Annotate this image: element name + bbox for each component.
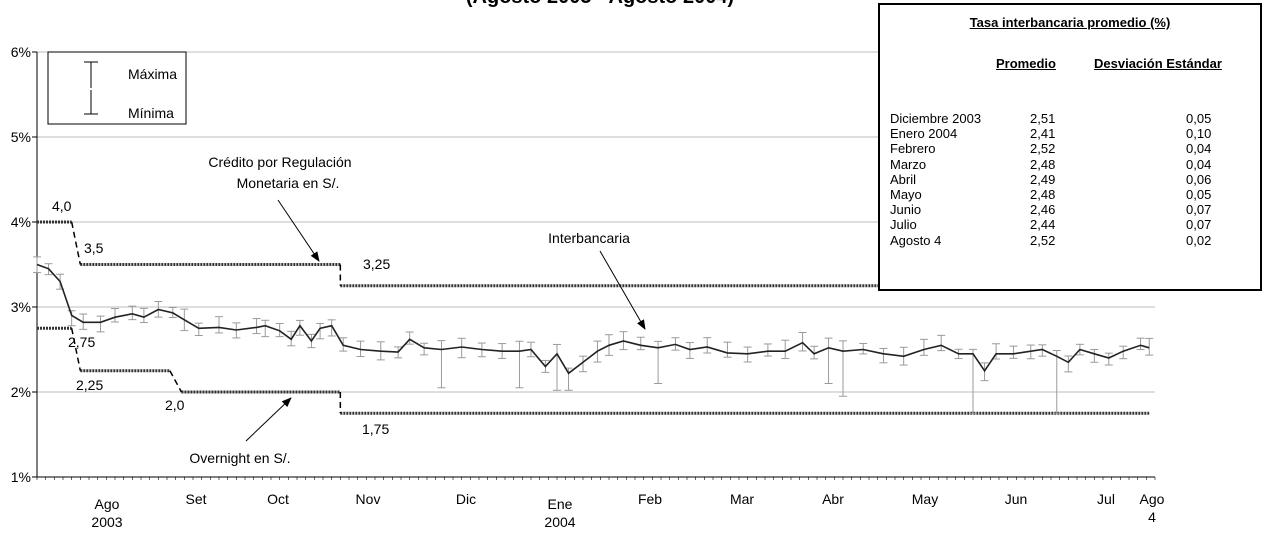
table-cell-mes: Diciembre 2003	[890, 111, 982, 126]
x-tick-sublabel: 2003	[91, 514, 122, 530]
label-credito-line2: Monetaria en S/.	[237, 175, 340, 191]
table-row: Marzo 2,48 0,04	[890, 157, 1250, 172]
table-cell-desviacion: 0,05	[1186, 186, 1212, 202]
step-connector	[169, 370, 183, 393]
x-tick-label: Ene	[548, 496, 573, 512]
table-cell-promedio: 2,44	[1030, 217, 1056, 233]
x-tick-label: Abr	[822, 491, 844, 507]
x-tick-label: Ago	[1140, 491, 1165, 507]
label-3-25: 3,25	[363, 256, 390, 272]
x-tick-label: Nov	[356, 491, 381, 507]
x-tick-label: Oct	[267, 491, 289, 507]
arrow-overnight	[245, 397, 292, 442]
y-tick-labels: 1% 2% 3% 4% 5% 6%	[11, 44, 31, 485]
series-overnight	[37, 326, 1150, 415]
table-row: Enero 2004 2,41 0,10	[890, 126, 1250, 141]
table-cell-desviacion: 0,04	[1186, 141, 1212, 157]
table-row: Mayo 2,48 0,05	[890, 187, 1250, 202]
y-tick-label: 4%	[11, 214, 31, 230]
label-2-0: 2,0	[165, 397, 185, 413]
x-tick-label: Jul	[1097, 491, 1115, 507]
label-overnight: Overnight en S/.	[189, 450, 290, 466]
series-interbancaria	[33, 256, 1154, 414]
table-cell-mes: Enero 2004	[890, 126, 958, 142]
table-row: Abril 2,49 0,06	[890, 172, 1250, 187]
label-2-25: 2,25	[76, 377, 103, 393]
table-cell-mes: Marzo	[890, 156, 927, 172]
table-cell-promedio: 2,48	[1030, 186, 1056, 202]
annotations-layer: 4,0 3,5 3,25 2,75 2,25 2,0 1,75 Crédito por Reg…	[52, 154, 646, 466]
step-connector	[70, 328, 82, 371]
table-cell-desviacion: 0,06	[1186, 171, 1212, 187]
step-connector	[70, 221, 82, 265]
table-cell-mes: Julio	[890, 217, 917, 233]
y-tick-label: 3%	[11, 299, 31, 315]
table-cell-promedio: 2,52	[1030, 232, 1056, 248]
label-4-0: 4,0	[52, 198, 72, 214]
table-cell-promedio: 2,52	[1030, 141, 1056, 157]
table-cell-promedio: 2,51	[1030, 111, 1056, 126]
x-tick-sublabel: 4	[1148, 509, 1156, 525]
table-header-promedio: Promedio	[996, 56, 1056, 71]
x-tick-label: Set	[185, 491, 206, 507]
table-row: Agosto 4 2,52 0,02	[890, 233, 1250, 248]
label-3-5: 3,5	[84, 240, 104, 256]
x-tick-label: Jun	[1005, 491, 1028, 507]
y-tick-label: 2%	[11, 384, 31, 400]
y-tick-label: 1%	[11, 469, 31, 485]
table-row: Junio 2,46 0,07	[890, 202, 1250, 217]
arrow-interbancaria	[599, 250, 646, 330]
stats-table: Tasa interbancaria promedio (%) Promedio…	[878, 3, 1262, 291]
table-header-desviacion: Desviación Estándar	[1094, 56, 1222, 71]
x-tick-label: Ago	[95, 496, 120, 512]
table-cell-desviacion: 0,07	[1186, 202, 1212, 218]
interbancaria-line	[36, 263, 1150, 375]
legend-max-icon	[84, 61, 98, 88]
legend-min-label: Mínima	[128, 105, 174, 121]
table-cell-mes: Agosto 4	[890, 232, 942, 248]
label-credito-line1: Crédito por Regulación	[208, 154, 351, 170]
chart-title: (Agosto 2003 - Agosto 2004)	[300, 0, 900, 9]
legend-min-icon	[84, 90, 98, 115]
table-row: Julio 2,44 0,07	[890, 217, 1250, 232]
y-tick-label: 6%	[11, 44, 31, 60]
table-cell-desviacion: 0,02	[1186, 232, 1212, 248]
table-cell-mes: Febrero	[890, 141, 936, 157]
series-credito	[37, 220, 1150, 288]
y-tick-label: 5%	[11, 129, 31, 145]
label-1-75: 1,75	[362, 421, 389, 437]
table-cell-desviacion: 0,10	[1186, 126, 1212, 142]
table-row: Febrero 2,52 0,04	[890, 141, 1250, 156]
legend: Máxima Mínima	[47, 51, 187, 125]
table-title: Tasa interbancaria promedio (%)	[969, 15, 1171, 30]
table-row: Diciembre 2003 2,51 0,05	[890, 111, 1250, 126]
label-2-75: 2,75	[68, 334, 95, 350]
table-cell-promedio: 2,48	[1030, 156, 1056, 172]
table-cell-promedio: 2,49	[1030, 171, 1056, 187]
table-cell-promedio: 2,41	[1030, 126, 1056, 142]
x-tick-labels: Ago 2003 Set Oct Nov Dic Ene 2004 Feb Mar Abr May Ju…	[91, 491, 1164, 530]
label-interbancaria: Interbancaria	[548, 230, 630, 246]
series-layer	[33, 220, 1154, 415]
table-cell-desviacion: 0,05	[1186, 111, 1212, 126]
legend-max-label: Máxima	[128, 66, 177, 82]
table-cell-promedio: 2,46	[1030, 202, 1056, 218]
table-cell-mes: Abril	[890, 171, 917, 187]
x-tick-sublabel: 2004	[544, 514, 575, 530]
x-tick-label: Mar	[730, 491, 754, 507]
legend-box	[47, 51, 187, 125]
x-tick-label: May	[912, 491, 938, 507]
table-cell-mes: Mayo	[890, 186, 922, 202]
arrow-credito	[277, 199, 320, 262]
table-cell-desviacion: 0,07	[1186, 217, 1212, 233]
x-tick-label: Feb	[638, 491, 662, 507]
table-cell-mes: Junio	[890, 202, 922, 218]
table-cell-desviacion: 0,04	[1186, 156, 1212, 172]
table-body: Diciembre 2003 2,51 0,05 Enero 2004 2,41 0,10…	[890, 111, 1250, 248]
x-tick-label: Dic	[456, 491, 476, 507]
